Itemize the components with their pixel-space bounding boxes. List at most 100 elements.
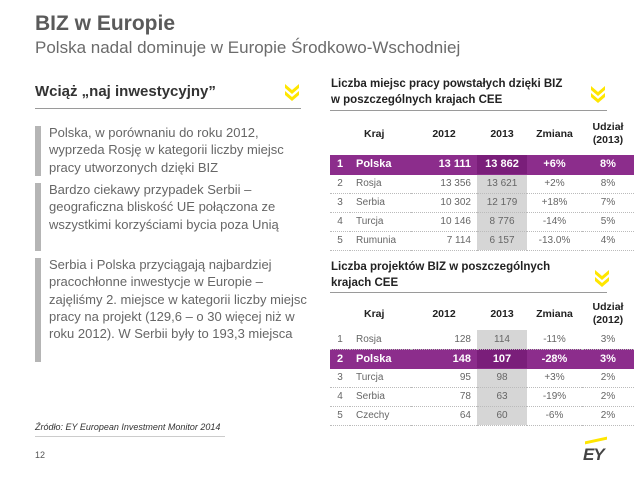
change-cell: -6% [527, 406, 582, 426]
page-title: BIZ w Europie [35, 12, 176, 35]
bullet-3: Serbia i Polska przyciągają najbardziej … [35, 256, 307, 366]
col-2012: 2012 [432, 308, 456, 320]
share-cell: 3% [582, 330, 634, 350]
change-cell: -11% [527, 330, 582, 350]
country-cell: Polska [350, 349, 411, 369]
table1-title-line1: Liczba miejsc pracy powstałych dzięki BI… [331, 78, 563, 90]
share-cell: 8% [582, 155, 634, 175]
left-divider [35, 108, 301, 109]
value-2013-cell: 60 [477, 406, 527, 426]
bullet-text: Bardzo ciekawy przypadek Serbii – geogra… [49, 182, 279, 232]
rank-cell: 2 [330, 349, 350, 369]
rank-cell: 4 [330, 387, 350, 407]
page-subtitle: Polska nadal dominuje w Europie Środkowo… [35, 38, 461, 57]
table-row: 5 Czechy 64 60 -6% 2% [330, 406, 634, 426]
chevron-down-icon [283, 82, 301, 102]
change-cell: +6% [527, 155, 582, 175]
value-2012-cell: 95 [411, 368, 477, 388]
col-country: Kraj [364, 308, 385, 320]
left-section-heading: Wciąż „naj inwestycyjny” [35, 83, 216, 100]
share-cell: 2% [582, 387, 634, 407]
share-cell: 5% [582, 212, 634, 232]
country-cell: Polska [350, 155, 411, 175]
change-cell: -14% [527, 212, 582, 232]
value-2013-cell: 114 [477, 330, 527, 350]
change-cell: -13.0% [527, 231, 582, 251]
value-2012-cell: 13 356 [411, 174, 477, 194]
ey-logo-bar [585, 436, 607, 445]
table-row: 3 Serbia 10 302 12 179 +18% 7% [330, 193, 634, 213]
value-2013-cell: 98 [477, 368, 527, 388]
country-cell: Czechy [350, 406, 411, 426]
rank-cell: 3 [330, 193, 350, 213]
share-cell: 2% [582, 368, 634, 388]
table2-header-row: Kraj 2012 2013 Zmiana Udział (2012) [330, 298, 634, 330]
bullet-bar [35, 183, 41, 251]
country-cell: Rosja [350, 330, 411, 350]
country-cell: Serbia [350, 193, 411, 213]
col-share: Udział (2012) [592, 301, 624, 326]
chevron-down-icon [593, 268, 611, 288]
value-2013-cell: 63 [477, 387, 527, 407]
table2-title-line2: krajach CEE [331, 277, 399, 289]
value-2012-cell: 78 [411, 387, 477, 407]
table-row: 1 Polska 13 111 13 862 +6% 8% [330, 155, 634, 175]
value-2013-cell: 13 621 [477, 174, 527, 194]
col-2013: 2013 [490, 308, 514, 320]
value-2013-cell: 12 179 [477, 193, 527, 213]
value-2013-cell: 6 157 [477, 231, 527, 251]
bullet-bar [35, 126, 41, 176]
table2-title-line1: Liczba projektów BIZ w poszczególnych [331, 261, 551, 273]
value-2013-cell: 13 862 [477, 155, 527, 175]
col-2013: 2013 [490, 128, 514, 140]
country-cell: Rumunia [350, 231, 411, 251]
share-cell: 7% [582, 193, 634, 213]
table-row: 1 Rosja 128 114 -11% 3% [330, 330, 634, 350]
rank-cell: 5 [330, 406, 350, 426]
country-cell: Turcja [350, 368, 411, 388]
table-row: 3 Turcja 95 98 +3% 2% [330, 368, 634, 388]
table1-title-line2: w poszczególnych krajach CEE [331, 94, 503, 106]
rank-cell: 1 [330, 330, 350, 350]
change-cell: +2% [527, 174, 582, 194]
source-divider [35, 436, 225, 437]
country-cell: Serbia [350, 387, 411, 407]
table-row: 5 Rumunia 7 114 6 157 -13.0% 4% [330, 231, 634, 251]
value-2012-cell: 7 114 [411, 231, 477, 251]
col-country: Kraj [364, 128, 385, 140]
chevron-down-icon [589, 84, 607, 104]
table2-divider [330, 292, 607, 293]
bullet-bar [35, 258, 41, 362]
value-2013-cell: 8 776 [477, 212, 527, 232]
ey-logo: EY [583, 436, 607, 465]
page-number: 12 [35, 450, 46, 460]
table1-divider [330, 110, 607, 111]
change-cell: +3% [527, 368, 582, 388]
rank-cell: 5 [330, 231, 350, 251]
table-row: 4 Serbia 78 63 -19% 2% [330, 387, 634, 407]
col-change: Zmiana [536, 308, 573, 320]
table1-header-row: Kraj 2012 2013 Zmiana Udział (2013) [330, 118, 634, 150]
col-2012: 2012 [432, 128, 456, 140]
value-2012-cell: 148 [411, 349, 477, 369]
rank-cell: 2 [330, 174, 350, 194]
table-row: 2 Rosja 13 356 13 621 +2% 8% [330, 174, 634, 194]
rank-cell: 3 [330, 368, 350, 388]
value-2012-cell: 10 302 [411, 193, 477, 213]
col-share: Udział (2013) [592, 121, 624, 146]
col-change: Zmiana [536, 128, 573, 140]
value-2013-cell: 107 [477, 349, 527, 369]
rank-cell: 4 [330, 212, 350, 232]
country-cell: Turcja [350, 212, 411, 232]
change-cell: -28% [527, 349, 582, 369]
share-cell: 8% [582, 174, 634, 194]
share-cell: 2% [582, 406, 634, 426]
share-cell: 3% [582, 349, 634, 369]
value-2012-cell: 13 111 [411, 155, 477, 175]
rank-cell: 1 [330, 155, 350, 175]
source-note: Źródło: EY European Investment Monitor 2… [35, 422, 221, 432]
value-2012-cell: 64 [411, 406, 477, 426]
value-2012-cell: 10 146 [411, 212, 477, 232]
table1: Kraj 2012 2013 Zmiana Udział (2013) 1 Pol… [330, 118, 634, 251]
bullet-2: Bardzo ciekawy przypadek Serbii – geogra… [35, 181, 300, 253]
